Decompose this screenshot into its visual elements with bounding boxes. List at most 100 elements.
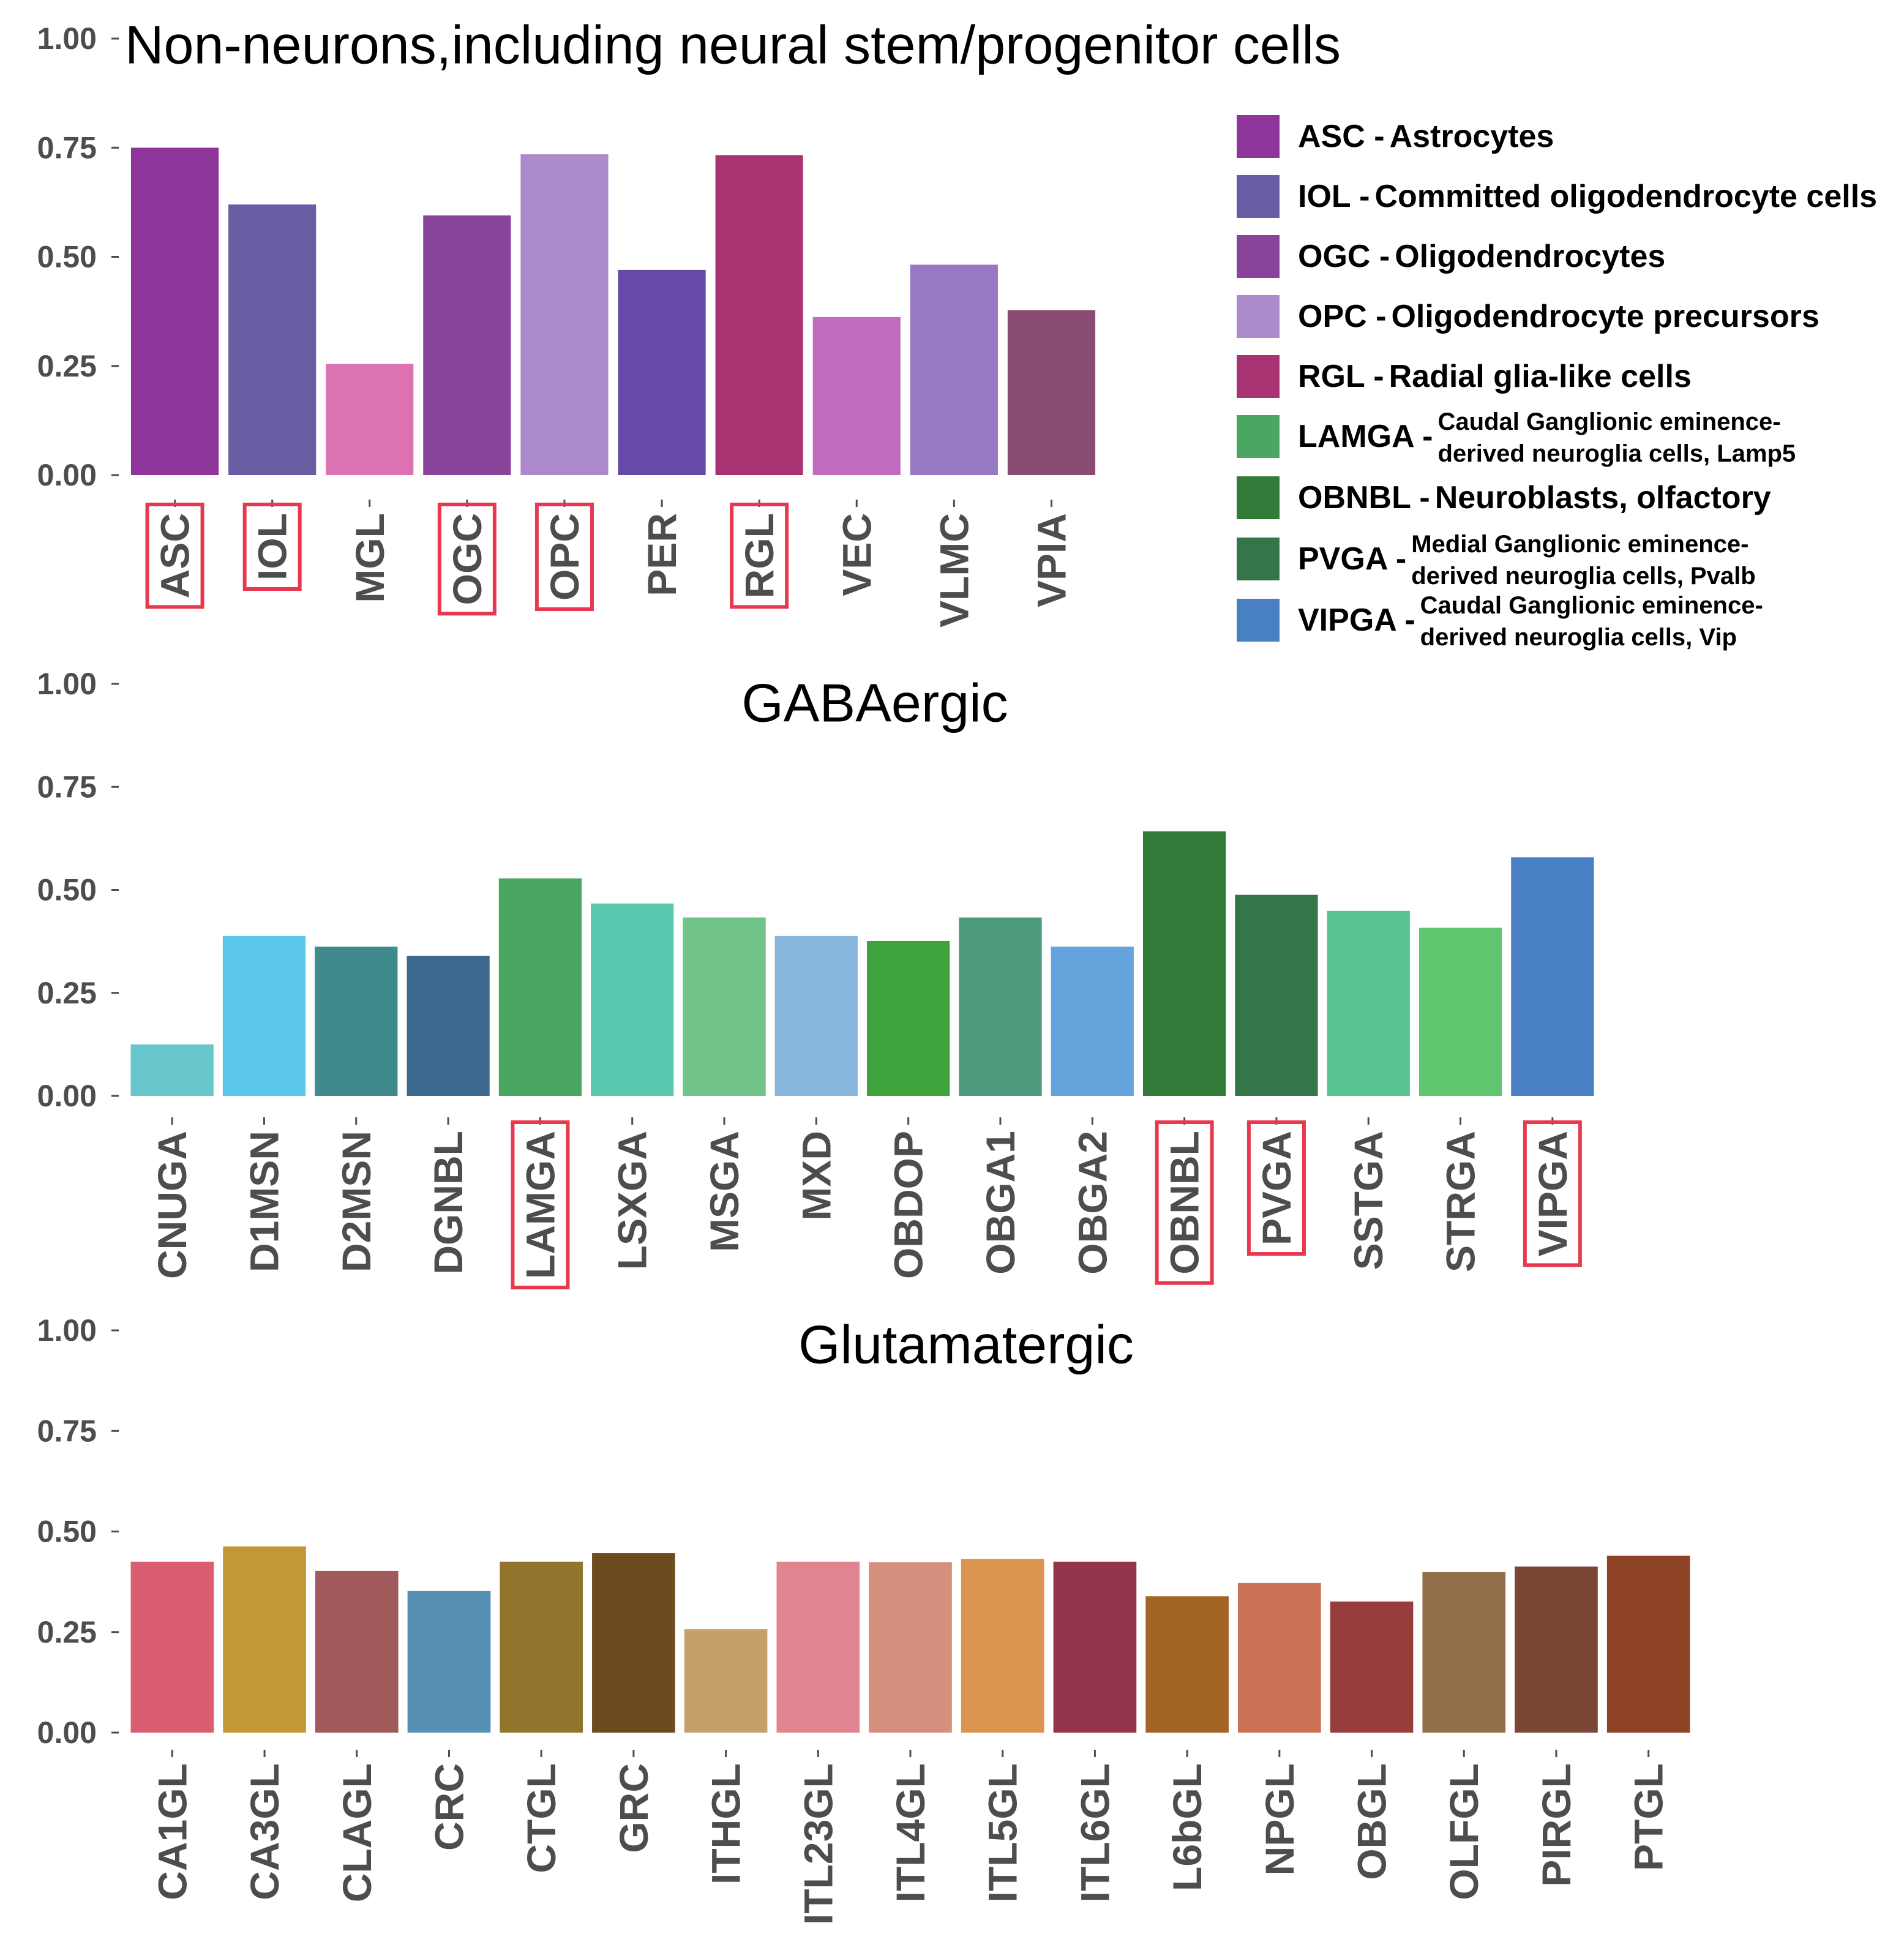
x-tick-label-grc: GRC (611, 1763, 656, 1853)
legend-code-lamga: LAMGA - (1298, 419, 1433, 454)
x-tick-label-msga: MSGA (702, 1131, 747, 1252)
bar-vipga (1511, 857, 1594, 1096)
legend-swatch-lamga (1237, 415, 1280, 458)
x-tick-label-asc: ASC (152, 513, 198, 598)
bar-mgl (326, 364, 414, 475)
bar-cnuga (130, 1044, 214, 1096)
y-tick-label: 0.50 (37, 1515, 97, 1549)
bar-grc (592, 1553, 675, 1733)
x-tick-label-lsxga: LSXGA (610, 1131, 655, 1270)
highlight-box (242, 503, 302, 591)
bar-obnbl (1142, 831, 1226, 1096)
x-tick-label-rgl: RGL (736, 513, 782, 598)
bar-obdop (867, 940, 950, 1096)
x-tick-label-strga: STRGA (1438, 1131, 1483, 1272)
bar-pvga (1235, 894, 1318, 1096)
bar-mxd (774, 935, 858, 1096)
legend: ASC - Astrocytes IOL - Committed oligoden… (1237, 115, 1877, 651)
highlight-box (730, 503, 789, 609)
legend-desc: Radial glia-like cells (1389, 359, 1692, 394)
x-tick-label-clagl: CLAGL (334, 1763, 380, 1902)
legend-code-asc: ASC - (1298, 119, 1385, 154)
legend-desc: Medial Ganglionic eminence- (1411, 531, 1748, 558)
chart-panel-2: GABAergic 0.00 0.25 0.50 0.75 1.00 CNUGA D1MSN D… (37, 667, 1594, 1289)
x-tick-label-mxd: MXD (793, 1131, 839, 1221)
bar-obga2 (1051, 947, 1134, 1096)
legend-desc: Caudal Ganglionic eminence- (1420, 592, 1763, 619)
bar-crc (407, 1591, 491, 1733)
bar-ca3gl (223, 1546, 306, 1733)
x-tick-label-obga2: OBGA2 (1070, 1131, 1115, 1275)
x-tick-label-ogc: OGC (444, 513, 490, 605)
y-tick-label: 0.75 (37, 1414, 97, 1448)
x-tick-label-vec: VEC (834, 513, 879, 596)
bar-ogc (423, 215, 511, 475)
x-tick-label-pvga: PVGA (1254, 1131, 1299, 1245)
bar-ca1gl (130, 1561, 214, 1733)
bar-iol (228, 204, 317, 475)
legend-desc: derived neuroglia cells, Vip (1420, 624, 1737, 651)
legend-swatch-iol (1237, 175, 1280, 218)
highlight-box (534, 503, 594, 612)
chart-panel-1: Non-neurons,including neural stem/progen… (37, 15, 1341, 628)
bar-rgl (715, 155, 803, 476)
bar-vec (812, 317, 901, 475)
legend-desc: Astrocytes (1390, 119, 1554, 154)
x-tick-label-iol: IOL (250, 513, 295, 580)
legend-desc: Caudal Ganglionic eminence- (1437, 408, 1780, 435)
bar-pirgl (1515, 1566, 1598, 1733)
bar-sstga (1327, 910, 1410, 1096)
y-tick-label: 1.00 (37, 21, 97, 56)
x-tick-label-vipga: VIPGA (1530, 1131, 1575, 1256)
bar-itl6gl (1053, 1561, 1137, 1733)
bar-vpia (1007, 310, 1096, 475)
chart-panel-3: Glutamatergic 0.00 0.25 0.50 0.75 1.00 CA1GL CA… (37, 1313, 1690, 1925)
x-tick-label-pirgl: PIRGL (1534, 1763, 1579, 1887)
y-tick-label: 0.25 (37, 1615, 97, 1649)
bar-clagl (315, 1570, 399, 1733)
bar-asc (130, 148, 219, 475)
x-tick-label-obdop: OBDOP (886, 1131, 931, 1279)
x-tick-label-vlmc: VLMC (931, 513, 976, 628)
x-tick-label-itl23gl: ITL23GL (795, 1763, 841, 1925)
legend-code-ogc: OGC - (1298, 239, 1390, 274)
bar-itl23gl (776, 1561, 860, 1733)
bar-obgl (1330, 1601, 1414, 1733)
highlight-box (1155, 1120, 1214, 1285)
legend-code-opc: OPC - (1298, 299, 1386, 334)
bar-strga (1419, 928, 1502, 1096)
x-tick-label-olfgl: OLFGL (1441, 1763, 1486, 1900)
bar-d2msn (315, 947, 398, 1096)
legend-code-obnbl: OBNBL - (1298, 480, 1430, 515)
bar-msga (683, 917, 766, 1096)
legend-swatch-pvga (1237, 538, 1280, 580)
bar-vlmc (910, 264, 998, 475)
x-tick-label-ctgl: CTGL (519, 1763, 564, 1873)
x-tick-label-itl4gl: ITL4GL (888, 1763, 933, 1902)
x-tick-label-sstga: SSTGA (1346, 1131, 1391, 1270)
bar-lsxga (591, 903, 674, 1096)
legend-code-pvga: PVGA - (1298, 541, 1406, 577)
chart-title: GABAergic (741, 673, 1008, 733)
x-tick-label-ptgl: PTGL (1626, 1763, 1671, 1871)
x-tick-label-per: PER (639, 513, 684, 596)
bar-itl4gl (869, 1562, 952, 1733)
legend-desc: Neuroblasts, olfactory (1435, 480, 1771, 515)
legend-desc: derived neuroglia cells, Lamp5 (1437, 440, 1796, 467)
x-tick-label-mgl: MGL (347, 513, 392, 603)
bar-itl5gl (961, 1559, 1044, 1733)
y-tick-label: 0.50 (37, 240, 97, 274)
bar-opc (520, 154, 609, 475)
bar-olfgl (1422, 1572, 1506, 1733)
x-tick-label-ca1gl: CA1GL (149, 1763, 195, 1900)
x-tick-label-dgnbl: DGNBL (425, 1131, 471, 1275)
x-tick-label-itl6gl: ITL6GL (1072, 1763, 1117, 1902)
x-tick-label-l6bgl: L6bGL (1164, 1763, 1210, 1891)
x-tick-label-obgl: OBGL (1349, 1763, 1395, 1880)
chart-title: Non-neurons,including neural stem/progen… (125, 15, 1341, 75)
bar-npgl (1238, 1583, 1321, 1733)
bar-lamga (498, 878, 582, 1096)
chart-title: Glutamatergic (798, 1314, 1134, 1375)
legend-swatch-rgl (1237, 355, 1280, 398)
